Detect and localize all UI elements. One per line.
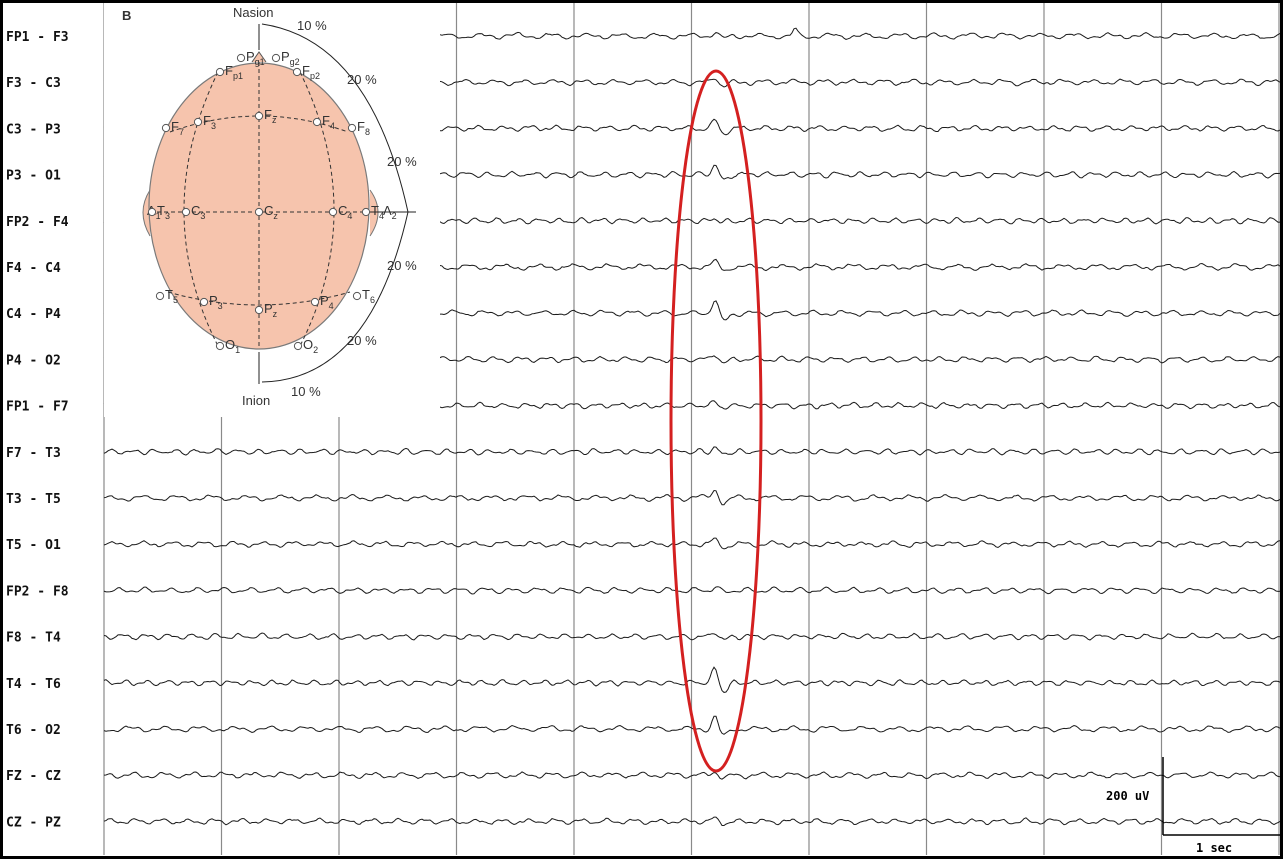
electrode-c4 <box>328 207 338 217</box>
electrode-diagram: B Nasion Inion <box>104 3 440 417</box>
nasion-label: Nasion <box>233 5 273 20</box>
pct-label-1: 10 % <box>297 18 327 33</box>
electrode-pg2 <box>271 53 281 63</box>
channel-label: T4 - T6 <box>6 677 61 692</box>
trace <box>103 816 1281 826</box>
amplitude-scale-label: 200 uV <box>1106 789 1149 803</box>
electrode-pz <box>254 305 264 315</box>
electrode-f7 <box>161 123 171 133</box>
panel-label: B <box>122 8 131 23</box>
trace <box>103 446 1281 456</box>
time-scale-label: 1 sec <box>1196 841 1232 855</box>
trace <box>103 666 1281 693</box>
electrode-o1 <box>215 341 225 351</box>
nose <box>251 51 267 63</box>
electrode-p3 <box>199 297 209 307</box>
trace <box>103 771 1281 780</box>
electrode-o2 <box>293 341 303 351</box>
channel-label: P3 - O1 <box>6 169 61 184</box>
electrode-c3 <box>181 207 191 217</box>
channel-label: T5 - O1 <box>6 538 61 553</box>
electrode-t4 <box>361 207 371 217</box>
scale-bar: 200 uV 1 sec <box>1106 757 1283 855</box>
electrode-t3 <box>147 207 157 217</box>
measurement-arcs <box>258 23 416 384</box>
electrode-fz <box>254 111 264 121</box>
channel-label: F4 - C4 <box>6 261 61 276</box>
channel-label: F7 - T3 <box>6 446 61 461</box>
electrode-p4 <box>310 297 320 307</box>
electrode-fp1 <box>215 67 225 77</box>
electrode-t6 <box>352 291 362 301</box>
channel-label: FP2 - F4 <box>6 215 69 230</box>
channel-label: CZ - PZ <box>6 815 61 830</box>
electrode-f4 <box>312 117 322 127</box>
channel-label: T6 - O2 <box>6 723 61 738</box>
trace <box>103 715 1281 735</box>
channel-label: FP1 - F3 <box>6 30 69 45</box>
trace <box>103 537 1281 550</box>
electrode-f8 <box>347 123 357 133</box>
electrode-f3 <box>193 117 203 127</box>
channel-label: F8 - T4 <box>6 631 61 646</box>
pct-label-6: 10 % <box>291 384 321 399</box>
electrode-t5 <box>155 291 165 301</box>
electrode-pg1 <box>236 53 246 63</box>
trace <box>103 632 1281 641</box>
trace <box>103 489 1281 506</box>
electrode-cz <box>254 207 264 217</box>
spike-highlight-ellipse <box>669 69 763 773</box>
channel-label: C3 - P3 <box>6 122 61 137</box>
pct-label-2: 20 % <box>347 72 377 87</box>
channel-label: T3 - T5 <box>6 492 61 507</box>
electrode-fp2 <box>292 67 302 77</box>
channel-label: C4 - P4 <box>6 307 61 322</box>
channel-label: P4 - O2 <box>6 353 61 368</box>
channel-label: FP1 - F7 <box>6 400 69 415</box>
pct-label-5: 20 % <box>347 333 377 348</box>
channel-label: FP2 - F8 <box>6 584 69 599</box>
pct-label-4: 20 % <box>387 258 417 273</box>
channel-labels: FP1 - F3 F3 - C3 C3 - P3 P3 - O1 FP2 - F4 F4 … <box>6 30 69 830</box>
trace <box>103 586 1281 595</box>
left-ear <box>142 189 151 237</box>
pct-label-3: 20 % <box>387 154 417 169</box>
channel-label: F3 - C3 <box>6 76 61 91</box>
channel-label: FZ - CZ <box>6 769 61 784</box>
inion-label: Inion <box>242 393 270 408</box>
